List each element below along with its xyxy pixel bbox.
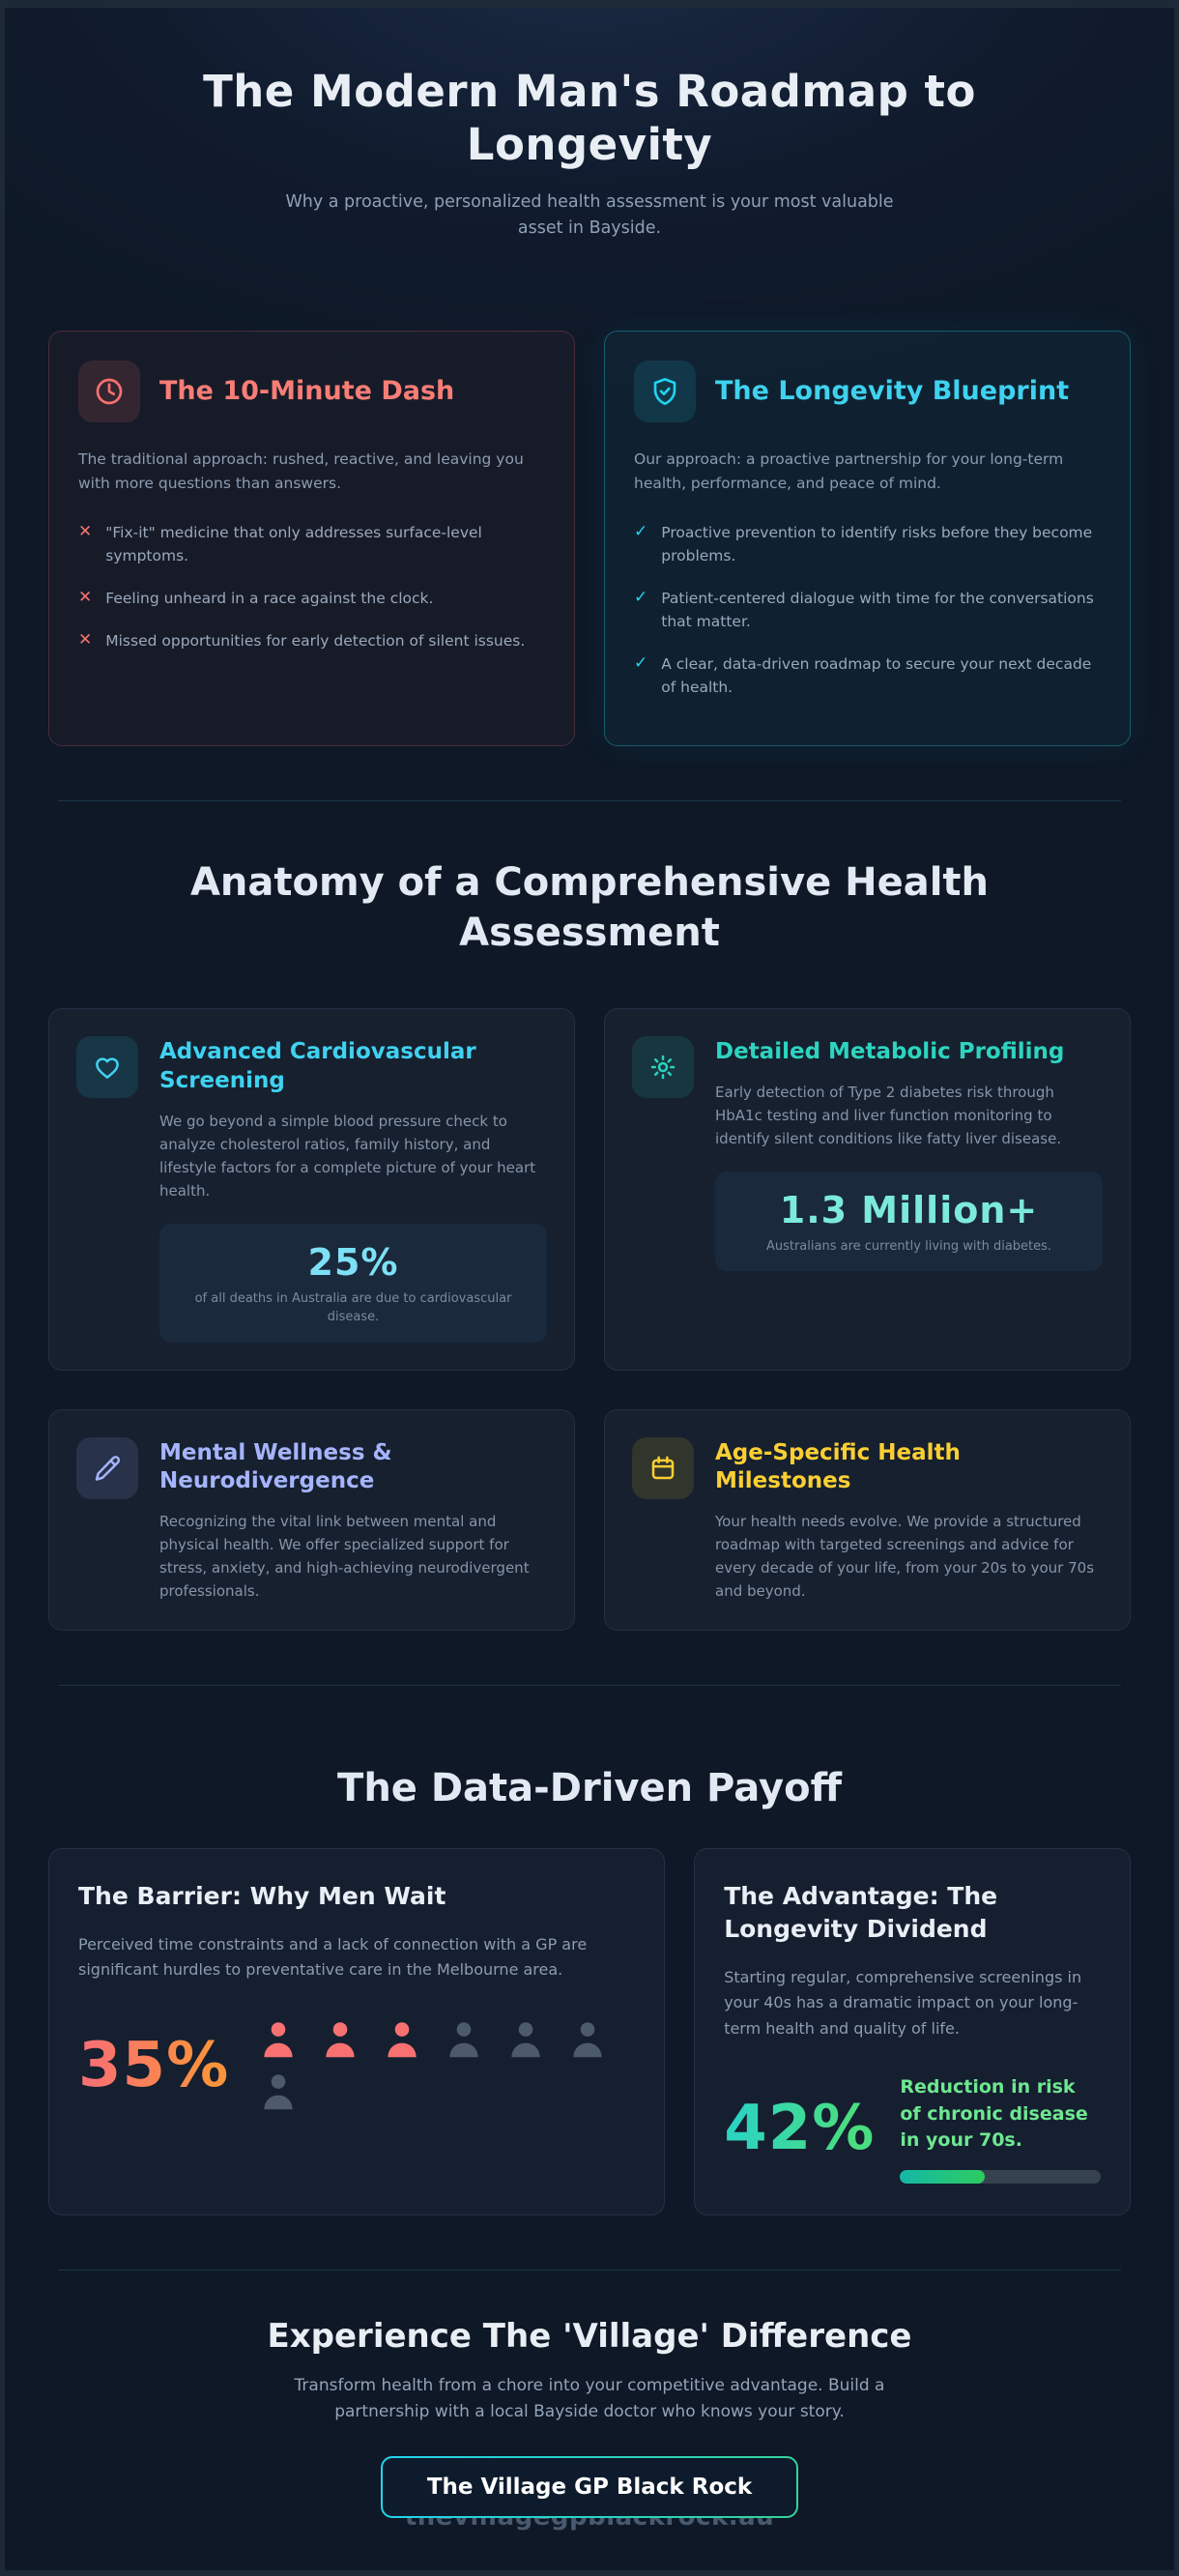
stat-value: 1.3 Million+ <box>779 1188 1039 1231</box>
card-mental-wellness: Mental Wellness & Neurodivergence Recogn… <box>48 1408 575 1632</box>
card-text: Early detection of Type 2 diabetes risk … <box>715 1083 1062 1147</box>
card-text: Your health needs evolve. We provide a s… <box>715 1513 1095 1601</box>
card-title: The Barrier: Why Men Wait <box>78 1882 446 1911</box>
anatomy-heading: Anatomy of a Comprehensive Health Assess… <box>189 859 990 955</box>
card-intro: Our approach: a proactive partnership fo… <box>634 450 1064 492</box>
stat-box: 25% of all deaths in Australia are due t… <box>159 1223 547 1343</box>
list-item-text: Feeling unheard in a race against the cl… <box>105 589 434 607</box>
list-item-text: "Fix-it" medicine that only addresses su… <box>105 523 482 564</box>
check-icon: ✓ <box>634 652 648 673</box>
check-icon: ✓ <box>634 587 648 607</box>
advantage-stat-value: 42% <box>724 2093 876 2165</box>
card-title: Mental Wellness & Neurodivergence <box>159 1439 392 1494</box>
people-pictogram <box>258 2020 635 2111</box>
stat-caption: Australians are currently living with di… <box>765 1238 1052 1254</box>
card-title: The Longevity Blueprint <box>715 376 1070 407</box>
progress-bar <box>900 2169 1101 2184</box>
list-item-text: Missed opportunities for early detection… <box>105 631 526 650</box>
list-item: ✓ A clear, data-driven roadmap to secure… <box>634 652 1101 699</box>
gear-icon <box>632 1035 694 1098</box>
footer-text: Transform health from a chore into your … <box>294 2375 885 2421</box>
list-item: ✕ Missed opportunities for early detecti… <box>78 629 545 652</box>
card-title: Advanced Cardiovascular Screening <box>159 1038 476 1093</box>
stat-value: 25% <box>307 1240 399 1284</box>
list-item: ✓ Patient-centered dialogue with time fo… <box>634 587 1101 633</box>
section-divider <box>58 2269 1121 2271</box>
cross-icon: ✕ <box>78 629 93 650</box>
card-text: Perceived time constraints and a lack of… <box>78 1935 588 1980</box>
list-item: ✕ Feeling unheard in a race against the … <box>78 587 545 610</box>
card-10-minute-dash: The 10-Minute Dash The traditional appro… <box>48 331 575 746</box>
list-item-text: Proactive prevention to identify risks b… <box>661 523 1093 564</box>
person-icon <box>258 2020 299 2059</box>
payoff-grid: The Barrier: Why Men Wait Perceived time… <box>48 1848 1131 2215</box>
anatomy-grid: Advanced Cardiovascular Screening We go … <box>48 1007 1131 1632</box>
cross-icon: ✕ <box>78 521 93 541</box>
positive-list: ✓ Proactive prevention to identify risks… <box>634 521 1101 699</box>
card-cardiovascular: Advanced Cardiovascular Screening We go … <box>48 1007 575 1371</box>
card-text: We go beyond a simple blood pressure che… <box>159 1112 536 1200</box>
list-item-text: A clear, data-driven roadmap to secure y… <box>661 654 1092 696</box>
person-icon <box>320 2020 360 2059</box>
shield-check-icon <box>634 361 696 423</box>
clock-icon <box>78 361 140 423</box>
stat-caption: of all deaths in Australia are due to ca… <box>194 1290 512 1325</box>
list-item: ✕ "Fix-it" medicine that only addresses … <box>78 521 545 567</box>
village-gp-button[interactable]: The Village GP Black Rock <box>381 2456 798 2518</box>
card-text: Starting regular, comprehensive screenin… <box>724 1967 1082 2038</box>
person-icon <box>505 2020 546 2059</box>
calendar-icon <box>632 1436 694 1499</box>
stat-box: 1.3 Million+ Australians are currently l… <box>715 1171 1103 1272</box>
person-icon <box>444 2020 484 2059</box>
check-icon: ✓ <box>634 521 648 541</box>
cross-icon: ✕ <box>78 587 93 607</box>
advantage-stat-label: Reduction in risk of chronic disease in … <box>900 2075 1088 2152</box>
page-title: The Modern Man's Roadmap to Longevity <box>203 66 976 170</box>
pencil-icon <box>76 1436 138 1499</box>
heart-icon <box>76 1035 138 1098</box>
page: The Modern Man's Roadmap to Longevity Wh… <box>5 8 1174 2570</box>
card-title: Age-Specific Health Milestones <box>715 1439 961 1494</box>
card-barrier: The Barrier: Why Men Wait Perceived time… <box>48 1848 666 2215</box>
payoff-heading: The Data-Driven Payoff <box>337 1766 842 1811</box>
card-text: Recognizing the vital link between menta… <box>159 1513 530 1601</box>
person-icon <box>567 2020 608 2059</box>
progress-bar-fill <box>900 2169 985 2184</box>
card-title: Detailed Metabolic Profiling <box>715 1038 1065 1064</box>
negative-list: ✕ "Fix-it" medicine that only addresses … <box>78 521 545 652</box>
section-divider <box>58 1685 1121 1687</box>
list-item: ✓ Proactive prevention to identify risks… <box>634 521 1101 567</box>
page-subtitle: Why a proactive, personalized health ass… <box>285 191 894 238</box>
card-intro: The traditional approach: rushed, reacti… <box>78 450 524 492</box>
card-metabolic: Detailed Metabolic Profiling Early detec… <box>604 1007 1131 1371</box>
footer-heading: Experience The 'Village' Difference <box>267 2316 912 2356</box>
person-icon <box>382 2020 422 2059</box>
section-divider <box>58 799 1121 801</box>
list-item-text: Patient-centered dialogue with time for … <box>661 589 1094 630</box>
person-icon <box>258 2072 299 2111</box>
card-title: The Advantage: The Longevity Dividend <box>724 1882 998 1944</box>
card-age-milestones: Age-Specific Health Milestones Your heal… <box>604 1408 1131 1632</box>
card-advantage: The Advantage: The Longevity Dividend St… <box>694 1848 1131 2215</box>
barrier-stat-value: 35% <box>78 2029 230 2101</box>
comparison-section: The 10-Minute Dash The traditional appro… <box>48 331 1131 746</box>
card-title: The 10-Minute Dash <box>159 376 455 407</box>
card-longevity-blueprint: The Longevity Blueprint Our approach: a … <box>604 331 1131 746</box>
